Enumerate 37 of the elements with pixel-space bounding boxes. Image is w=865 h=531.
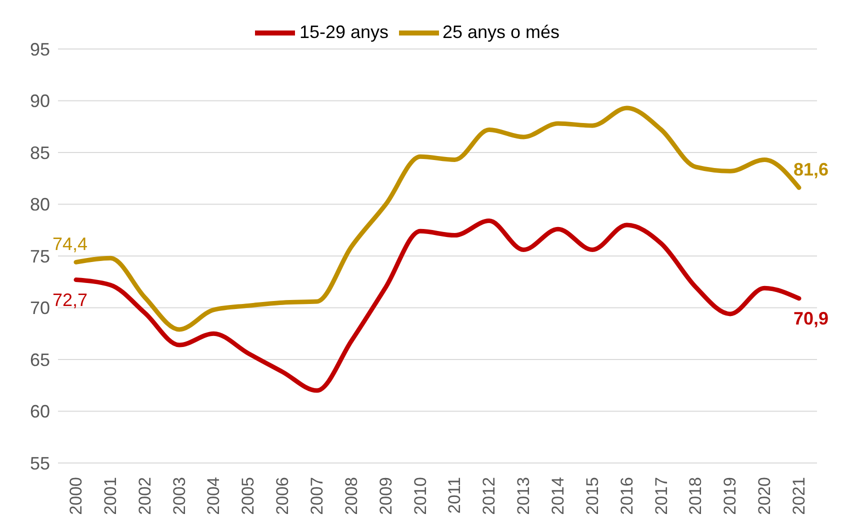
x-tick-label: 2000: [66, 477, 86, 515]
x-tick-label: 2012: [480, 477, 499, 515]
y-tick-label: 70: [30, 298, 50, 318]
legend-label: 15-29 anys: [299, 22, 388, 42]
legend-label: 25 anys o més: [442, 22, 560, 42]
x-tick-label: 2005: [238, 477, 258, 515]
x-tick-label: 2010: [410, 477, 430, 515]
x-tick-label: 2003: [170, 477, 189, 515]
x-tick-label: 2013: [514, 477, 534, 515]
x-tick-label: 2021: [790, 477, 808, 515]
x-tick-label: 2009: [376, 477, 396, 515]
x-tick-label: 2004: [204, 477, 224, 515]
y-tick-label: 90: [30, 91, 50, 112]
y-tick-label: 55: [30, 453, 50, 474]
x-tick-label: 2017: [652, 477, 671, 515]
y-tick-label: 60: [30, 402, 50, 422]
x-tick-label: 2020: [755, 477, 774, 515]
x-tick-label: 2008: [342, 477, 361, 515]
data-label: 70,9: [793, 308, 829, 328]
x-tick-label: 2002: [135, 477, 154, 515]
y-tick-label: 75: [30, 246, 50, 266]
data-label: 74,4: [52, 234, 88, 254]
x-tick-label: 2007: [308, 477, 326, 515]
x-tick-label: 2001: [100, 477, 120, 515]
x-tick-label: 2019: [720, 477, 740, 515]
y-tick-label: 95: [30, 39, 50, 60]
x-tick-label: 2016: [617, 477, 636, 515]
y-tick-label: 65: [30, 350, 50, 370]
x-tick-label: 2018: [686, 477, 706, 515]
x-tick-label: 2011: [445, 477, 464, 514]
x-tick-label: 2015: [582, 477, 602, 515]
y-tick-label: 85: [30, 142, 50, 163]
y-tick-label: 80: [30, 194, 50, 215]
data-label: 72,7: [52, 290, 88, 310]
x-tick-label: 2006: [273, 477, 292, 515]
data-label: 81,6: [793, 160, 829, 180]
x-tick-label: 2014: [548, 477, 568, 515]
